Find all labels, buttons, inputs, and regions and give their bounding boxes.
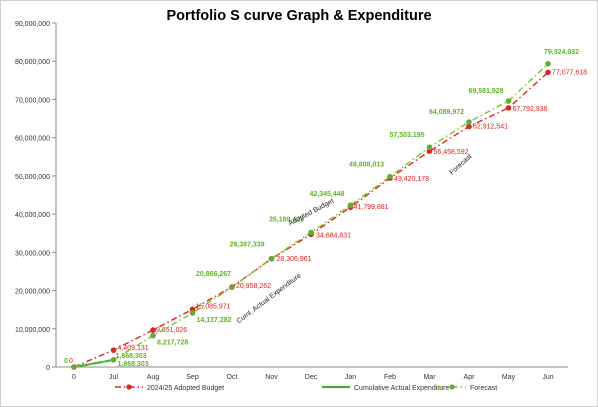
x-tick-label: Jan — [345, 374, 356, 381]
data-point — [150, 327, 156, 333]
y-tick-label: 50,000,000 — [15, 174, 50, 181]
data-point — [545, 61, 551, 67]
data-label: 15,085,971 — [196, 303, 231, 310]
x-tick-label: May — [502, 374, 516, 381]
data-label: 64,089,972 — [429, 109, 464, 116]
data-point — [426, 144, 433, 151]
data-label: 1,868,303 — [118, 361, 149, 368]
data-point — [505, 105, 512, 111]
data-label: 0 — [69, 358, 73, 365]
legend-label: Cumulative Actual Expenditure — [354, 385, 449, 392]
data-label: 28,306,961 — [277, 256, 312, 263]
legend-label: 2024/25 Adopted Budget — [147, 385, 224, 392]
y-tick-label: 70,000,000 — [15, 97, 50, 104]
y-tick-label: 10,000,000 — [15, 327, 50, 334]
x-tick-label: Jul — [109, 374, 118, 381]
x-tick-label: 0 — [72, 374, 76, 381]
legend-marker — [449, 384, 455, 390]
y-tick-label: 60,000,000 — [15, 136, 50, 143]
data-point — [110, 347, 117, 353]
data-label: 79,324,032 — [544, 49, 579, 56]
data-label: 42,345,448 — [310, 191, 345, 198]
data-point — [189, 310, 196, 316]
x-tick-label: Mar — [423, 374, 436, 381]
data-label: 14,137,282 — [197, 317, 232, 324]
data-point — [505, 98, 512, 104]
data-point — [387, 173, 393, 180]
chart-title: Portfolio S curve Graph & Expenditure — [166, 8, 432, 24]
data-label: 57,503,195 — [390, 132, 425, 139]
series-line-1 — [73, 358, 114, 369]
y-tick-label: 30,000,000 — [15, 250, 50, 257]
data-label: 8,217,728 — [157, 340, 188, 347]
x-tick-label: Nov — [265, 374, 278, 381]
data-point — [150, 332, 156, 339]
x-tick-label: Apr — [464, 374, 476, 381]
legend-marker — [126, 384, 132, 390]
data-point — [545, 69, 551, 76]
annotation-label: Cuml. Actual Expenditure — [236, 272, 303, 325]
data-label: 69,581,928 — [469, 88, 504, 95]
legend-label: Forecast — [470, 385, 497, 392]
data-point — [308, 229, 314, 236]
y-tick-label: 0 — [46, 365, 50, 372]
data-point — [110, 357, 117, 363]
data-label: 9,651,026 — [156, 327, 187, 334]
x-tick-label: Oct — [227, 374, 238, 381]
data-label: 41,799,881 — [354, 204, 389, 211]
data-point — [466, 119, 472, 125]
y-tick-label: 80,000,000 — [15, 59, 50, 66]
y-tick-label: 90,000,000 — [15, 21, 50, 28]
data-point — [229, 284, 235, 291]
data-label: 20,866,267 — [196, 271, 231, 278]
data-label: 4,409,131 — [118, 345, 149, 352]
x-tick-label: Jun — [542, 374, 553, 381]
data-label: 56,458,592 — [434, 149, 469, 156]
data-point — [71, 364, 77, 370]
data-label: 67,792,936 — [513, 106, 548, 113]
data-label: 20,958,262 — [236, 283, 271, 290]
series-line-0 — [73, 71, 549, 368]
data-label: 77,077,618 — [552, 69, 587, 76]
data-label: 49,420,178 — [394, 176, 429, 183]
data-label: 35,189,429 — [269, 216, 304, 223]
data-label: 28,387,339 — [230, 241, 265, 248]
data-label: 1,868,303 — [116, 353, 147, 360]
data-label: 62,912,541 — [473, 124, 508, 131]
y-tick-label: 40,000,000 — [15, 212, 50, 219]
data-point — [347, 202, 354, 208]
annotation-label: Forecast — [449, 153, 474, 176]
x-tick-label: Aug — [147, 374, 160, 381]
data-label: 34,684,831 — [316, 232, 351, 239]
y-tick-label: 20,000,000 — [15, 289, 50, 296]
x-tick-label: Feb — [384, 374, 396, 381]
data-point — [466, 123, 472, 130]
data-label: 49,808,013 — [349, 162, 384, 169]
data-point — [268, 255, 275, 262]
x-tick-label: Dec — [305, 374, 318, 381]
data-label: 0 — [64, 358, 68, 365]
data-point — [426, 148, 433, 155]
x-tick-label: Sep — [186, 374, 199, 381]
